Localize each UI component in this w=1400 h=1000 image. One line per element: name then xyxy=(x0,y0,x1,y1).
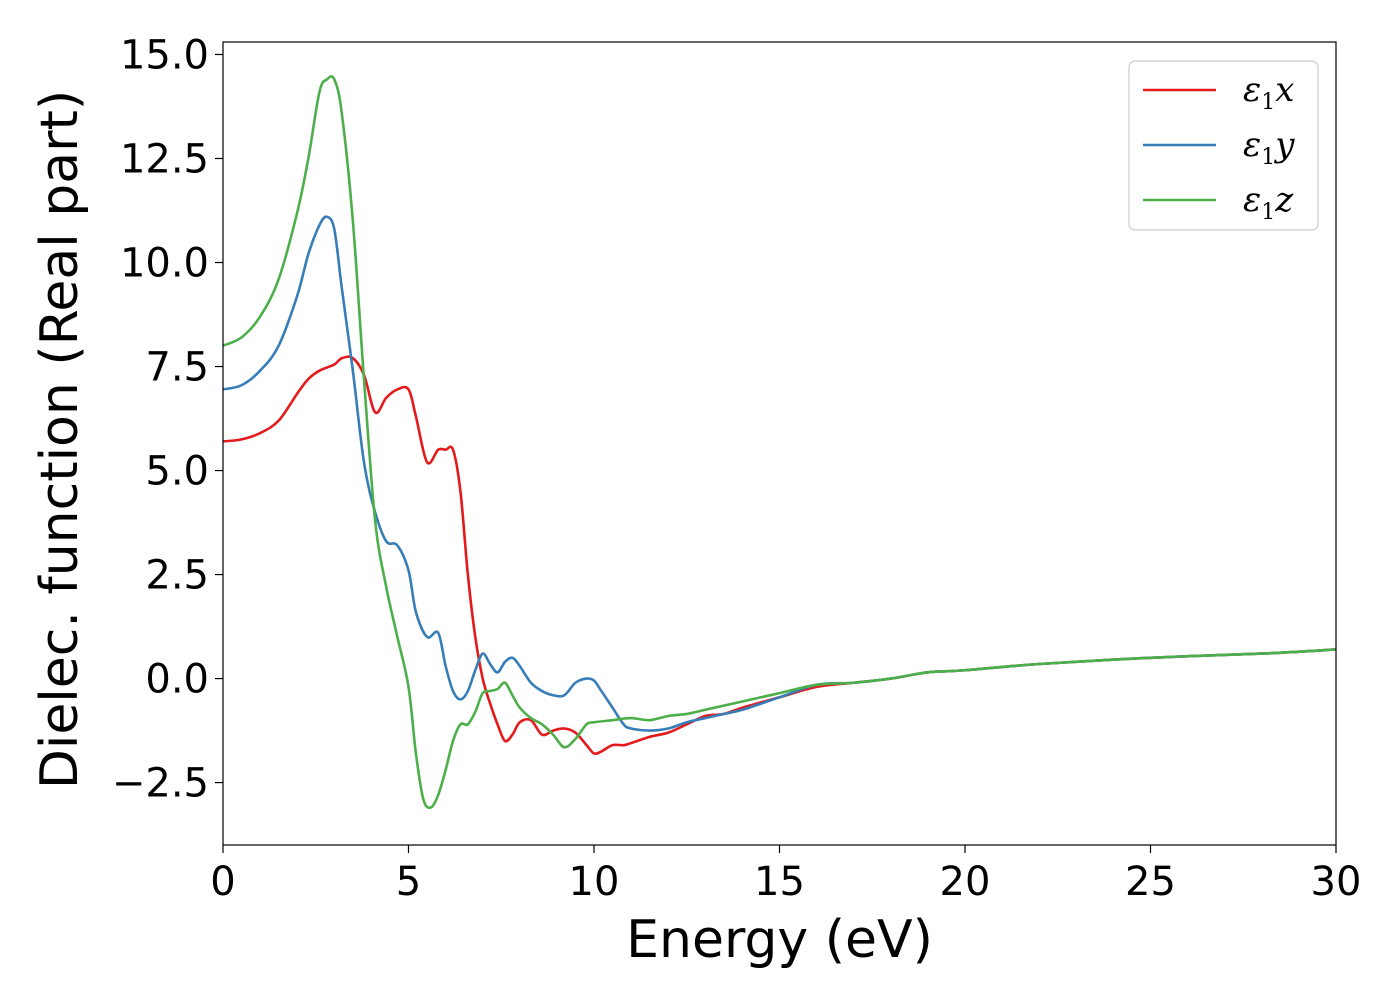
x-axis-ticks: 0 5 10 15 20 25 30 xyxy=(210,845,1361,905)
legend-box xyxy=(1128,60,1319,231)
y-tick-label: 15.0 xyxy=(120,32,209,78)
x-axis-title: Energy (eV) xyxy=(626,910,933,970)
x-tick-label: 30 xyxy=(1311,859,1362,905)
legend: ε1x ε1y ε1z xyxy=(1128,60,1319,231)
series-layer xyxy=(222,75,1337,810)
y-tick-label: 5.0 xyxy=(145,449,209,495)
y-axis-title: Dielec. function (Real part) xyxy=(30,90,90,789)
y-tick-label: −2.5 xyxy=(112,761,209,807)
x-tick-label: 20 xyxy=(940,859,991,905)
x-tick-label: 0 xyxy=(210,859,235,905)
y-tick-label: 10.0 xyxy=(120,241,209,287)
x-tick-label: 15 xyxy=(754,859,805,905)
y-tick-label: 2.5 xyxy=(145,553,209,599)
x-tick-label: 5 xyxy=(396,859,421,905)
y-tick-label: 0.0 xyxy=(145,657,209,703)
series-line-z xyxy=(222,75,1337,810)
y-tick-label: 12.5 xyxy=(120,136,209,182)
y-tick-label: 7.5 xyxy=(145,345,209,391)
x-tick-label: 25 xyxy=(1125,859,1176,905)
legend-label-y: ε1y xyxy=(1243,125,1295,170)
legend-label-x: ε1x xyxy=(1243,70,1294,115)
x-tick-label: 10 xyxy=(569,859,620,905)
series-line-y xyxy=(222,215,1337,732)
y-axis-ticks: −2.5 0.0 2.5 5.0 7.5 10.0 12.5 15.0 xyxy=(112,32,223,807)
legend-label-z: ε1z xyxy=(1243,180,1294,225)
